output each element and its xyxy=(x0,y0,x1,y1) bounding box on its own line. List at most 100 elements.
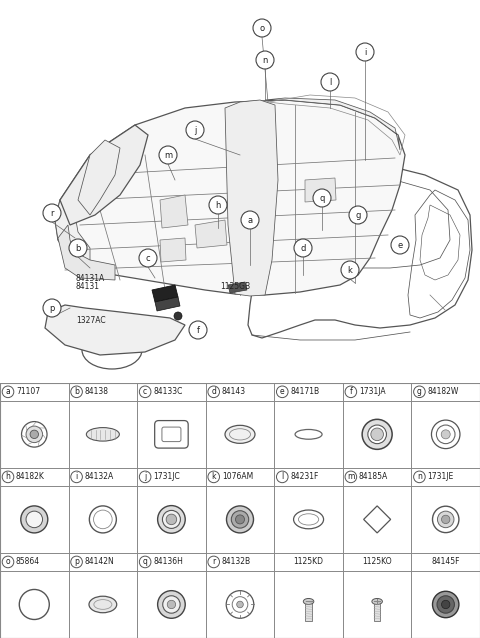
Text: 84133C: 84133C xyxy=(153,387,182,396)
Text: m: m xyxy=(347,472,355,482)
Polygon shape xyxy=(55,200,90,268)
Circle shape xyxy=(227,506,253,533)
Circle shape xyxy=(157,505,185,533)
Circle shape xyxy=(2,556,14,568)
Circle shape xyxy=(71,471,83,483)
Circle shape xyxy=(349,206,367,224)
Text: l: l xyxy=(329,78,331,87)
Text: c: c xyxy=(143,387,147,396)
Circle shape xyxy=(241,211,259,229)
Circle shape xyxy=(437,596,455,613)
Circle shape xyxy=(231,510,249,528)
Text: r: r xyxy=(50,209,54,218)
Circle shape xyxy=(139,386,151,397)
Polygon shape xyxy=(305,178,336,202)
Text: 1327AC: 1327AC xyxy=(76,316,106,325)
Circle shape xyxy=(157,591,185,618)
Circle shape xyxy=(391,236,409,254)
Text: p: p xyxy=(49,304,55,313)
Text: q: q xyxy=(143,558,147,567)
Text: 84171B: 84171B xyxy=(290,387,319,396)
Text: d: d xyxy=(300,244,306,253)
Circle shape xyxy=(356,43,374,61)
Polygon shape xyxy=(55,100,405,295)
Circle shape xyxy=(442,600,450,609)
Circle shape xyxy=(2,471,14,483)
Circle shape xyxy=(414,386,425,397)
Text: 85864: 85864 xyxy=(16,558,40,567)
Circle shape xyxy=(313,189,331,207)
Text: 84182W: 84182W xyxy=(427,387,459,396)
Circle shape xyxy=(30,430,38,438)
Text: k: k xyxy=(212,472,216,482)
Polygon shape xyxy=(195,220,227,248)
Text: o: o xyxy=(6,558,10,567)
Circle shape xyxy=(276,386,288,397)
Text: k: k xyxy=(348,266,352,275)
Circle shape xyxy=(294,239,312,257)
Circle shape xyxy=(209,196,227,214)
Text: 84138: 84138 xyxy=(84,387,108,396)
Circle shape xyxy=(139,471,151,483)
Text: n: n xyxy=(417,472,422,482)
Circle shape xyxy=(208,471,219,483)
Text: 84142N: 84142N xyxy=(84,558,114,567)
Circle shape xyxy=(43,204,61,222)
Text: i: i xyxy=(364,48,366,57)
Circle shape xyxy=(276,284,284,292)
Circle shape xyxy=(130,250,140,260)
Polygon shape xyxy=(60,125,148,225)
Circle shape xyxy=(341,261,359,279)
Text: 1125KD: 1125KD xyxy=(294,558,324,567)
Circle shape xyxy=(345,471,357,483)
Circle shape xyxy=(253,19,271,37)
Circle shape xyxy=(103,235,113,245)
Text: c: c xyxy=(146,254,150,263)
Text: 84132B: 84132B xyxy=(222,558,251,567)
Circle shape xyxy=(362,419,392,449)
Circle shape xyxy=(163,596,180,613)
Text: g: g xyxy=(417,387,422,396)
Circle shape xyxy=(441,430,450,439)
Text: b: b xyxy=(74,387,79,396)
Circle shape xyxy=(43,299,61,317)
Text: 1125KO: 1125KO xyxy=(362,558,392,567)
Text: m: m xyxy=(164,151,172,160)
Text: i: i xyxy=(75,472,78,482)
Text: f: f xyxy=(196,326,200,335)
Ellipse shape xyxy=(225,426,255,443)
Circle shape xyxy=(21,506,48,533)
Text: 84185A: 84185A xyxy=(359,472,388,482)
Text: o: o xyxy=(259,24,264,33)
Text: 84143: 84143 xyxy=(222,387,246,396)
Circle shape xyxy=(414,471,425,483)
Text: 84182K: 84182K xyxy=(16,472,45,482)
Circle shape xyxy=(71,386,83,397)
Circle shape xyxy=(2,386,14,397)
Polygon shape xyxy=(160,195,188,228)
Text: q: q xyxy=(319,194,324,203)
Circle shape xyxy=(139,249,157,267)
Text: p: p xyxy=(74,558,79,567)
Circle shape xyxy=(26,426,43,443)
Text: d: d xyxy=(211,387,216,396)
Text: 84131: 84131 xyxy=(76,282,100,291)
Circle shape xyxy=(345,386,357,397)
Circle shape xyxy=(167,600,176,609)
Polygon shape xyxy=(265,98,400,150)
Text: b: b xyxy=(75,244,81,253)
Circle shape xyxy=(321,73,339,91)
Polygon shape xyxy=(45,305,185,355)
Circle shape xyxy=(26,511,43,528)
Polygon shape xyxy=(228,282,247,293)
Text: f: f xyxy=(349,387,352,396)
Text: 1125GB: 1125GB xyxy=(220,282,250,291)
Polygon shape xyxy=(78,140,120,215)
Text: 1076AM: 1076AM xyxy=(222,472,253,482)
Polygon shape xyxy=(58,225,115,280)
Text: h: h xyxy=(6,472,11,482)
Bar xyxy=(374,602,381,621)
Ellipse shape xyxy=(86,427,120,441)
Circle shape xyxy=(174,312,182,320)
Text: n: n xyxy=(262,56,268,65)
